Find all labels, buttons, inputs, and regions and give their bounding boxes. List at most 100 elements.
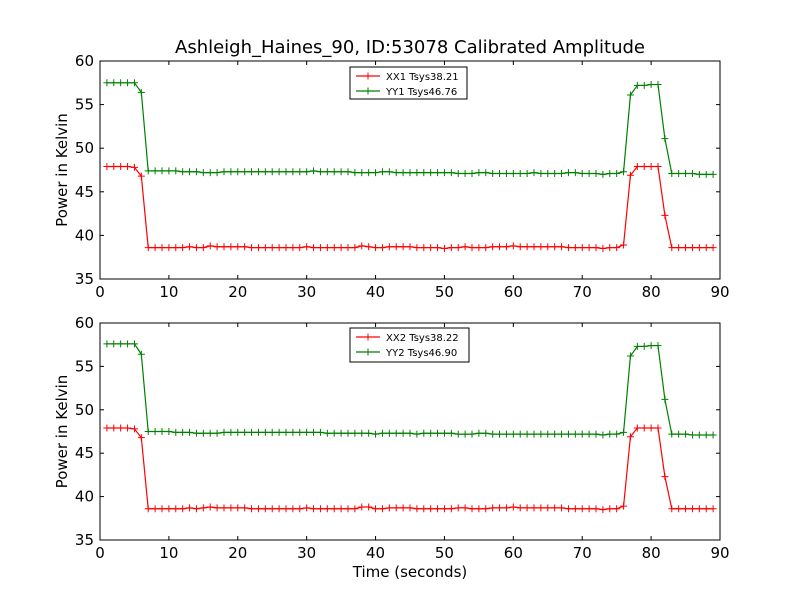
data-point	[179, 505, 187, 513]
data-point	[213, 429, 221, 437]
data-point	[537, 243, 545, 251]
data-point	[117, 163, 125, 171]
x-tick-label: 40	[366, 544, 385, 562]
data-point	[413, 169, 421, 177]
data-point	[392, 169, 400, 177]
data-point	[103, 163, 111, 171]
data-point	[213, 169, 221, 177]
data-point	[241, 168, 249, 176]
legend-label: XX1 Tsys38.21	[386, 72, 459, 83]
data-point	[351, 244, 359, 252]
data-point	[613, 505, 621, 513]
data-point	[544, 430, 552, 438]
data-point	[578, 505, 586, 513]
data-point	[558, 430, 566, 438]
data-point	[447, 169, 455, 177]
data-point	[633, 81, 641, 89]
data-point	[558, 504, 566, 512]
data-point	[282, 428, 290, 436]
data-point	[413, 244, 421, 252]
data-point	[117, 340, 125, 348]
data-point	[454, 504, 462, 512]
data-point	[254, 428, 262, 436]
data-point	[434, 169, 442, 177]
data-point	[172, 244, 180, 252]
data-point	[688, 431, 696, 439]
data-point	[592, 244, 600, 252]
data-point	[344, 429, 352, 437]
data-point	[385, 168, 393, 176]
data-point	[661, 211, 669, 219]
data-point	[640, 81, 648, 89]
data-point	[523, 430, 531, 438]
data-point	[358, 242, 366, 250]
data-point	[613, 430, 621, 438]
data-point	[158, 167, 166, 175]
data-point	[310, 428, 318, 436]
data-point	[544, 243, 552, 251]
x-tick-label: 10	[159, 283, 178, 301]
data-point	[289, 428, 297, 436]
data-point	[675, 505, 683, 513]
data-point	[427, 169, 435, 177]
data-point	[275, 168, 283, 176]
data-point	[144, 167, 152, 175]
data-point	[620, 428, 628, 436]
data-point	[640, 424, 648, 432]
data-point	[599, 431, 607, 439]
data-point	[385, 243, 393, 251]
data-point	[206, 242, 214, 250]
data-point	[654, 163, 662, 171]
data-point	[186, 168, 194, 176]
data-point	[406, 504, 414, 512]
data-point	[378, 244, 386, 252]
data-point	[344, 505, 352, 513]
data-point	[144, 505, 152, 513]
data-point	[440, 244, 448, 252]
x-tick-label: 0	[95, 544, 105, 562]
data-point	[399, 243, 407, 251]
data-point	[241, 504, 249, 512]
x-tick-label: 30	[297, 283, 316, 301]
data-point	[296, 168, 304, 176]
data-point	[475, 244, 483, 252]
data-point	[668, 505, 676, 513]
data-point	[316, 505, 324, 513]
data-point	[516, 430, 524, 438]
data-point	[551, 430, 559, 438]
data-point	[695, 170, 703, 178]
data-point	[620, 241, 628, 249]
data-point	[440, 169, 448, 177]
data-point	[399, 169, 407, 177]
data-point	[468, 169, 476, 177]
data-point	[564, 169, 572, 177]
data-point	[310, 505, 318, 513]
data-point	[502, 430, 510, 438]
data-point	[372, 505, 380, 513]
data-point	[365, 243, 373, 251]
data-point	[702, 431, 710, 439]
data-point	[626, 91, 634, 99]
data-point	[199, 429, 207, 437]
data-point	[675, 169, 683, 177]
plot-area-frame	[99, 322, 721, 541]
data-point	[365, 429, 373, 437]
data-point	[682, 430, 690, 438]
y-tick-label: 35	[75, 270, 94, 288]
data-point	[599, 244, 607, 252]
data-point	[124, 163, 132, 171]
data-point	[165, 244, 173, 252]
data-point	[606, 244, 614, 252]
data-point	[248, 505, 256, 513]
data-point	[399, 429, 407, 437]
data-point	[110, 340, 118, 348]
data-point	[654, 424, 662, 432]
data-point	[310, 244, 318, 252]
data-point	[544, 504, 552, 512]
data-point	[626, 171, 634, 179]
data-point	[206, 429, 214, 437]
data-point	[282, 244, 290, 252]
data-point	[303, 243, 311, 251]
